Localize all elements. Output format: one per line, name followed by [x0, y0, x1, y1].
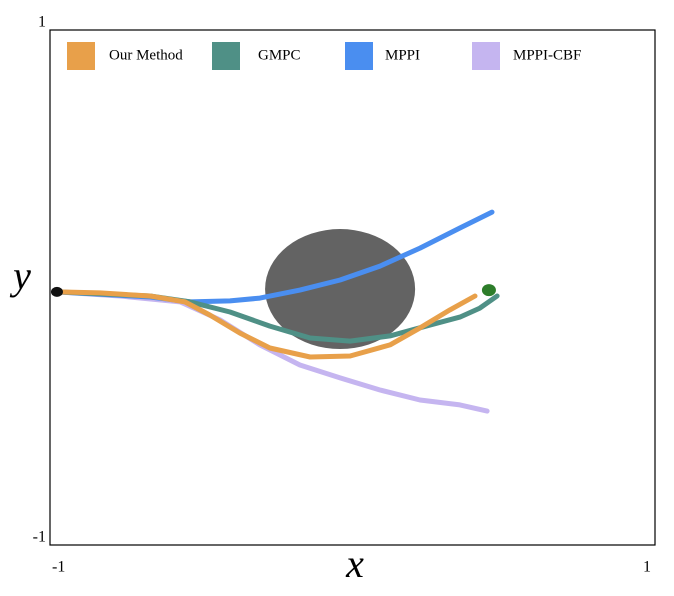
legend-label: MPPI — [385, 47, 420, 63]
legend-entry: GMPC — [212, 42, 301, 70]
legend-label: GMPC — [258, 47, 301, 63]
x-tick-label: -1 — [52, 559, 65, 576]
legend-entry: MPPI — [345, 42, 420, 70]
obstacle — [265, 229, 416, 350]
legend-label: Our Method — [109, 47, 183, 63]
x-tick-label: 1 — [643, 559, 651, 576]
x-axis-label: x — [345, 541, 364, 586]
trajectory — [54, 289, 478, 360]
legend-label: MPPI-CBF — [513, 47, 581, 63]
legend-swatch — [345, 42, 373, 70]
start-point — [50, 286, 63, 297]
legend-swatch — [212, 42, 240, 70]
legend-swatch — [472, 42, 500, 70]
plot-frame — [49, 29, 656, 546]
legend-swatch — [67, 42, 95, 70]
goal-point — [481, 284, 496, 297]
y-tick-label: 1 — [38, 14, 46, 31]
y-tick-label: -1 — [33, 529, 46, 546]
legend-entry: Our Method — [67, 42, 183, 70]
y-axis-label: y — [9, 253, 31, 298]
legend-entry: MPPI-CBF — [472, 42, 581, 70]
